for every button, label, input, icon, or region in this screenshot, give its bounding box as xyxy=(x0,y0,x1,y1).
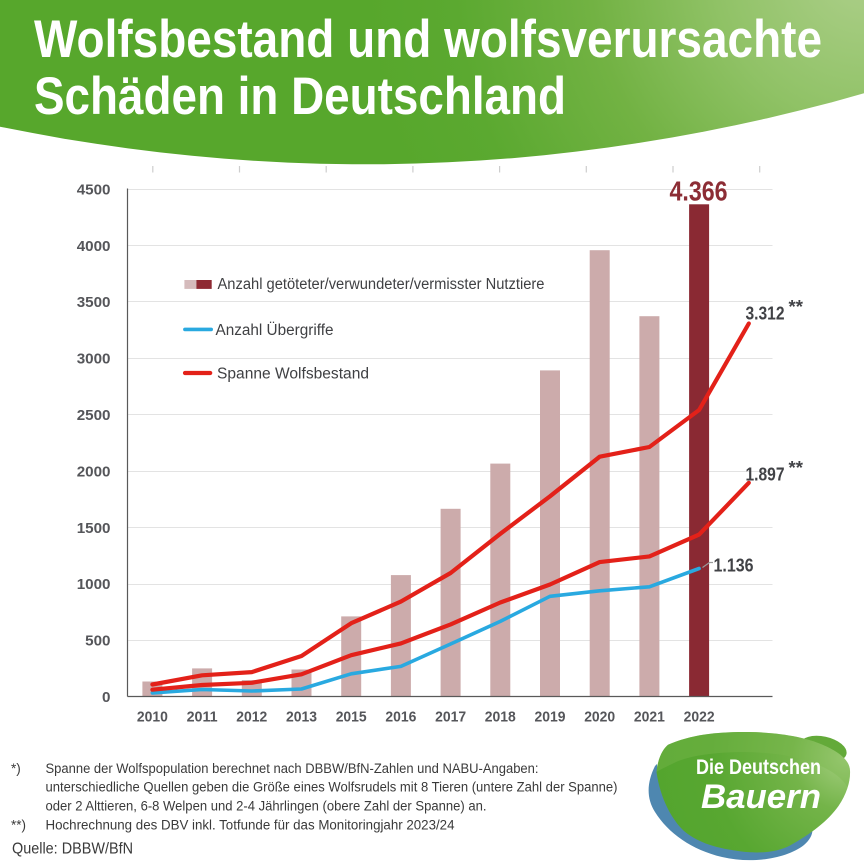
svg-text:2015: 2015 xyxy=(336,708,367,725)
svg-text:1.897: 1.897 xyxy=(746,464,785,485)
svg-text:2500: 2500 xyxy=(77,407,111,424)
svg-text:**): **) xyxy=(11,817,26,832)
svg-text:0: 0 xyxy=(102,689,110,706)
svg-text:2000: 2000 xyxy=(77,463,111,480)
svg-text:2013: 2013 xyxy=(286,708,317,725)
svg-text:2012: 2012 xyxy=(236,708,267,725)
svg-text:2021: 2021 xyxy=(634,708,665,725)
svg-text:Spanne der Wolfspopulation ber: Spanne der Wolfspopulation berechnet nac… xyxy=(46,761,539,776)
svg-text:**: ** xyxy=(789,296,804,317)
svg-text:Hochrechnung des DBV inkl. Tot: Hochrechnung des DBV inkl. Totfunde für … xyxy=(46,817,455,832)
svg-text:Spanne Wolfsbestand: Spanne Wolfsbestand xyxy=(217,366,369,383)
svg-text:2018: 2018 xyxy=(485,708,516,725)
svg-text:1.136: 1.136 xyxy=(714,555,754,576)
svg-text:Wolfsbestand und wolfsverursac: Wolfsbestand und wolfsverursachte xyxy=(34,10,822,69)
svg-text:Bauern: Bauern xyxy=(701,778,821,816)
svg-text:2019: 2019 xyxy=(535,708,566,725)
svg-text:4000: 4000 xyxy=(77,238,111,255)
svg-text:1500: 1500 xyxy=(77,520,111,537)
svg-text:2016: 2016 xyxy=(385,708,416,725)
svg-text:Die Deutschen: Die Deutschen xyxy=(696,756,821,779)
svg-text:unterschiedliche Quellen geben: unterschiedliche Quellen geben die Größe… xyxy=(46,780,618,795)
svg-text:4500: 4500 xyxy=(77,181,111,198)
svg-text:3000: 3000 xyxy=(77,351,111,368)
svg-text:**: ** xyxy=(789,457,804,478)
svg-text:Anzahl Übergriffe: Anzahl Übergriffe xyxy=(216,321,334,339)
svg-text:Anzahl getöteter/verwundeter/v: Anzahl getöteter/verwundeter/vermisster … xyxy=(218,276,545,293)
svg-text:500: 500 xyxy=(85,633,110,650)
svg-text:Quelle: DBBW/BfN: Quelle: DBBW/BfN xyxy=(12,841,133,858)
svg-text:2020: 2020 xyxy=(584,708,615,725)
svg-text:2022: 2022 xyxy=(684,708,715,725)
svg-text:2017: 2017 xyxy=(435,708,466,725)
svg-text:*): *) xyxy=(11,761,21,776)
svg-text:2010: 2010 xyxy=(137,708,168,725)
svg-text:oder 2 Alttieren, 6-8 Welpen u: oder 2 Alttieren, 6-8 Welpen und 2-4 Jäh… xyxy=(46,799,487,814)
svg-text:1000: 1000 xyxy=(77,576,111,593)
svg-text:3.312: 3.312 xyxy=(746,302,785,323)
svg-text:4.366: 4.366 xyxy=(670,176,728,207)
svg-text:3500: 3500 xyxy=(77,294,111,311)
svg-text:2011: 2011 xyxy=(187,708,219,725)
svg-text:Schäden in Deutschland: Schäden in Deutschland xyxy=(34,67,566,126)
